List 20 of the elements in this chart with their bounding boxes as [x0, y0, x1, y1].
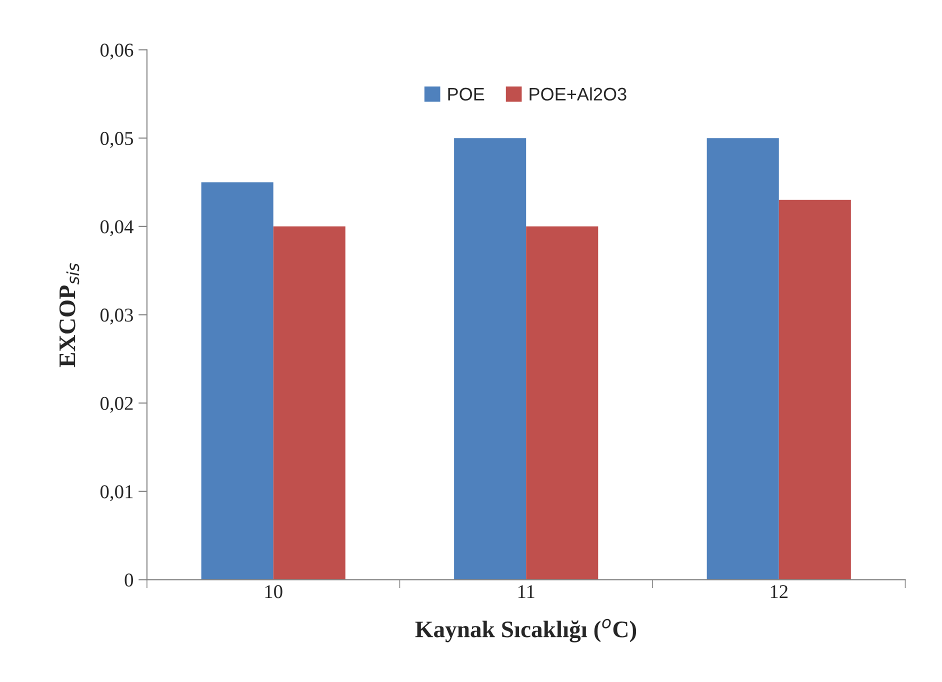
x-tick-label: 10	[265, 585, 282, 598]
y-axis-title: EXCOP$_{sis}$	[59, 263, 80, 368]
legend-label: POE	[448, 88, 484, 101]
y-tick-label: 0,02	[100, 396, 133, 413]
legend-label: POE+Al2O3	[530, 87, 626, 101]
y-tick-label: 0,01	[100, 485, 133, 502]
bar	[273, 226, 346, 580]
x-axis-title: Kaynak Sıcaklığı ($^{o}$C)	[415, 618, 636, 642]
bar	[706, 138, 779, 580]
y-tick-label: 0,03	[100, 308, 133, 324]
y-tick-label: 0,05	[100, 132, 133, 148]
y-tick-label: 0,06	[100, 44, 134, 60]
bar	[454, 138, 526, 580]
y-tick-label: 0,04	[100, 220, 134, 236]
y-tick-label: 0	[124, 574, 134, 587]
x-tick-label: 11	[518, 585, 534, 598]
bar	[526, 226, 598, 580]
bar	[778, 200, 851, 580]
x-tick-label: 12	[770, 585, 788, 598]
bar	[201, 182, 274, 580]
